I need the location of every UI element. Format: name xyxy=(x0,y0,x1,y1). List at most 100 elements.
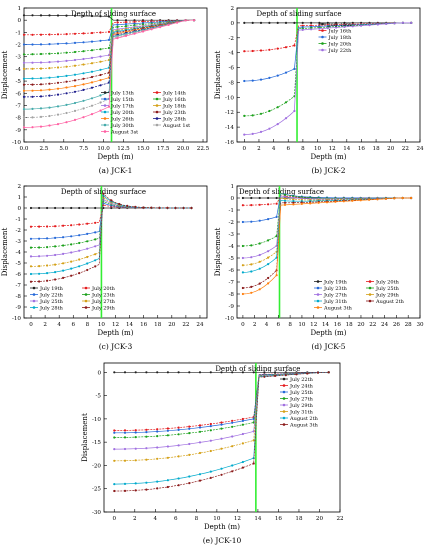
y-axis-label: Displacement xyxy=(81,413,89,462)
data-point xyxy=(259,112,263,115)
data-point xyxy=(145,435,148,438)
data-point xyxy=(31,77,34,80)
x-tick-label: 0 xyxy=(241,322,245,328)
legend-entry-label: July 20th xyxy=(375,279,400,285)
x-axis-label: Depth (m) xyxy=(98,153,134,161)
x-tick-label: 17.5 xyxy=(157,146,170,152)
x-tick-label: 22 xyxy=(402,146,410,152)
data-point xyxy=(62,269,65,272)
sliding-surface-annotation: Depth of sliding surface xyxy=(71,10,156,18)
data-point xyxy=(31,53,34,56)
data-point xyxy=(275,215,278,218)
data-point xyxy=(22,108,26,111)
data-point xyxy=(22,67,26,70)
data-point xyxy=(22,83,26,86)
data-point xyxy=(65,33,68,36)
data-point xyxy=(193,19,196,22)
data-point xyxy=(62,236,65,239)
data-point xyxy=(258,282,261,285)
data-point xyxy=(268,127,271,130)
data-point xyxy=(182,206,185,210)
data-point xyxy=(107,30,111,33)
data-point xyxy=(99,79,102,82)
data-point xyxy=(90,75,94,79)
y-tick-label: 0 xyxy=(17,18,21,24)
x-tick-label: 10.0 xyxy=(97,146,110,152)
data-point xyxy=(65,14,68,17)
data-point xyxy=(267,263,270,266)
data-point xyxy=(73,64,77,67)
data-point xyxy=(177,426,180,429)
legend-entry-label: August 1st xyxy=(162,123,190,129)
data-point xyxy=(156,428,159,431)
y-tick-label: -14 xyxy=(225,125,234,131)
data-point xyxy=(267,218,270,221)
data-point xyxy=(39,77,43,80)
data-point xyxy=(220,423,223,426)
data-point xyxy=(368,24,371,27)
data-point xyxy=(220,437,223,440)
data-point xyxy=(258,196,261,200)
data-point xyxy=(78,234,81,237)
x-tick-label: 22 xyxy=(182,322,190,328)
data-point xyxy=(258,242,261,245)
x-axis-label: Depth (m) xyxy=(311,153,347,161)
x-tick-label: 14 xyxy=(126,322,134,328)
data-point xyxy=(113,459,116,462)
y-tick-label: -9 xyxy=(16,305,22,311)
data-point xyxy=(159,26,162,29)
data-point xyxy=(177,484,180,487)
y-tick-label: -1 xyxy=(16,217,21,223)
data-point xyxy=(65,86,68,89)
data-point xyxy=(251,79,254,82)
x-tick-label: 2 xyxy=(253,322,257,328)
y-tick-label: 0 xyxy=(17,206,21,212)
data-point xyxy=(48,76,51,79)
plot-frame xyxy=(23,7,208,143)
data-point xyxy=(250,204,253,207)
data-point xyxy=(99,60,102,63)
data-point xyxy=(267,282,270,285)
y-tick-label: -9 xyxy=(229,304,235,310)
data-point xyxy=(284,71,288,74)
data-point xyxy=(142,206,145,209)
data-point xyxy=(274,374,277,377)
data-point xyxy=(65,65,68,68)
legend-swatch-marker xyxy=(368,299,372,303)
data-point xyxy=(241,466,244,469)
x-tick-label: 0 xyxy=(112,516,116,522)
y-tick-label: -3 xyxy=(16,55,22,61)
y-tick-label: -10 xyxy=(92,417,101,423)
data-point xyxy=(134,459,137,462)
x-tick-label: 18 xyxy=(295,516,303,522)
data-point xyxy=(300,202,303,205)
data-point xyxy=(90,40,94,43)
x-tick-label: 5.0 xyxy=(59,146,68,152)
data-point xyxy=(284,46,288,49)
data-point xyxy=(82,88,85,91)
data-point xyxy=(48,106,51,109)
data-point xyxy=(188,442,191,446)
data-point xyxy=(82,41,85,44)
x-tick-label: 16 xyxy=(334,322,342,328)
data-point xyxy=(82,57,85,61)
data-point xyxy=(258,253,261,257)
data-point xyxy=(268,21,271,24)
panel-caption: (c) JCK-3 xyxy=(99,342,133,351)
data-point xyxy=(241,204,244,207)
data-point xyxy=(46,254,49,257)
x-tick-label: 6 xyxy=(174,516,178,522)
legend-entry-label: July 19th xyxy=(323,279,348,285)
data-point xyxy=(90,70,94,73)
data-point xyxy=(384,197,387,200)
data-point xyxy=(220,371,223,374)
x-tick-label: 0 xyxy=(243,146,247,152)
data-point xyxy=(326,27,329,30)
data-point xyxy=(29,255,33,258)
data-point xyxy=(209,476,212,479)
data-point xyxy=(29,206,33,210)
data-point xyxy=(31,43,34,46)
legend-swatch-marker xyxy=(32,306,36,309)
data-point xyxy=(188,425,191,428)
legend-entry-label: July 22th xyxy=(328,48,353,54)
